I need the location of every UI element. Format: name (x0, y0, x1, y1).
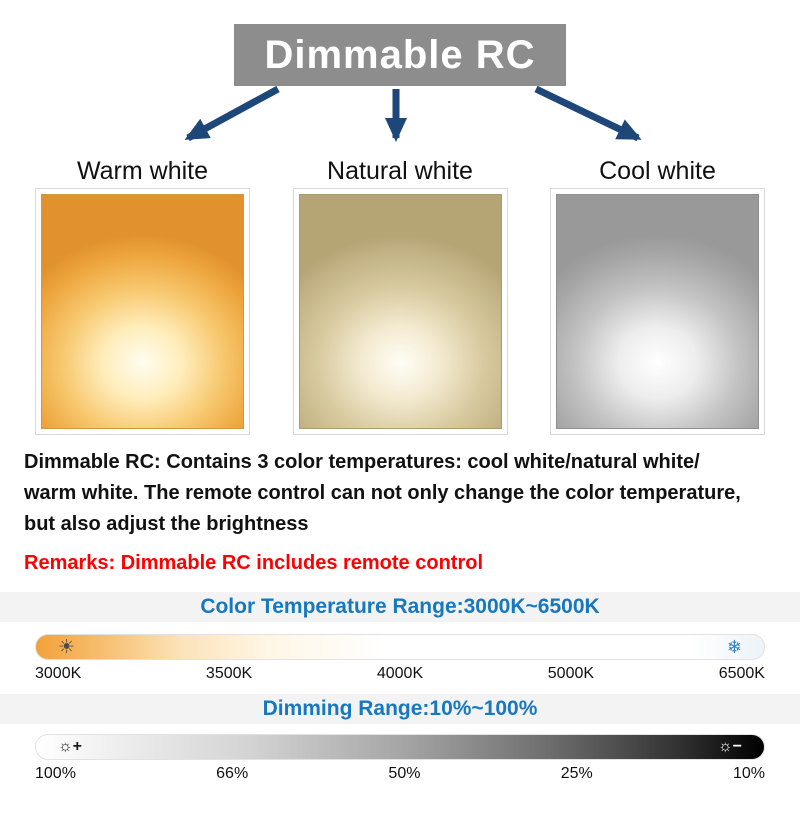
variant-label-warm-white: Warm white (76, 157, 209, 185)
product-infographic: Dimmable RC Warm white Natural white Coo… (0, 24, 800, 784)
tick-66pct: 66% (216, 765, 249, 782)
description-text: Dimmable RC: Contains 3 color temperatur… (24, 447, 776, 540)
cool-white-panel-image (550, 188, 765, 435)
dimming-range-title: Dimming Range:10%~100% (262, 697, 538, 720)
color-temperature-range-title: Color Temperature Range:3000K~6500K (200, 595, 600, 618)
color-temperature-gradient-bar: ☀ ❄ (35, 634, 765, 660)
title-banner: Dimmable RC (234, 24, 566, 86)
dimming-tick-labels: 100% 66% 50% 25% 10% (35, 764, 765, 784)
brightness-decrease-icon: ☼− (717, 738, 742, 755)
warm-white-panel-image (35, 188, 250, 435)
variant-label-natural-white: Natural white (327, 157, 473, 185)
description-line-1: Dimmable RC: Contains 3 color temperatur… (24, 451, 700, 473)
snowflake-icon: ❄ (726, 637, 742, 657)
tick-50pct: 50% (388, 765, 421, 782)
brightness-increase-icon: ☼+ (58, 738, 83, 755)
page-title: Dimmable RC (264, 32, 536, 77)
warm-white-glow (41, 194, 244, 429)
description-line-3: but also adjust the brightness (24, 513, 309, 535)
variant-label-cool-white: Cool white (599, 157, 716, 185)
panel-images (0, 188, 800, 435)
natural-white-glow (298, 194, 502, 429)
variant-labels: Warm white Natural white Cool white (0, 152, 800, 186)
natural-white-panel-image (292, 188, 508, 435)
tick-10pct: 10% (732, 765, 765, 782)
tick-6500k: 6500K (718, 665, 765, 682)
remarks-text: Remarks: Dimmable RC includes remote con… (24, 552, 484, 574)
tick-4000k: 4000K (376, 665, 424, 682)
dimming-gradient-bar: ☼+ ☼− (35, 734, 765, 760)
color-temperature-tick-labels: 3000K 3500K 4000K 5000K 6500K (35, 664, 765, 684)
dimming-title-band: Dimming Range:10%~100% (0, 694, 800, 724)
tick-25pct: 25% (560, 765, 593, 782)
description-line-2: warm white. The remote control can not o… (24, 482, 741, 504)
tick-100pct: 100% (35, 765, 76, 782)
arrow-to-warm (184, 86, 280, 142)
tick-5000k: 5000K (547, 665, 595, 682)
cool-white-glow (556, 194, 759, 429)
arrows-graphic (184, 86, 642, 142)
tick-3000k: 3000K (35, 665, 82, 682)
color-temperature-title-band: Color Temperature Range:3000K~6500K (0, 592, 800, 622)
tick-3500k: 3500K (205, 665, 253, 682)
sun-icon: ☀ (58, 636, 76, 658)
arrow-to-cool (534, 86, 642, 142)
